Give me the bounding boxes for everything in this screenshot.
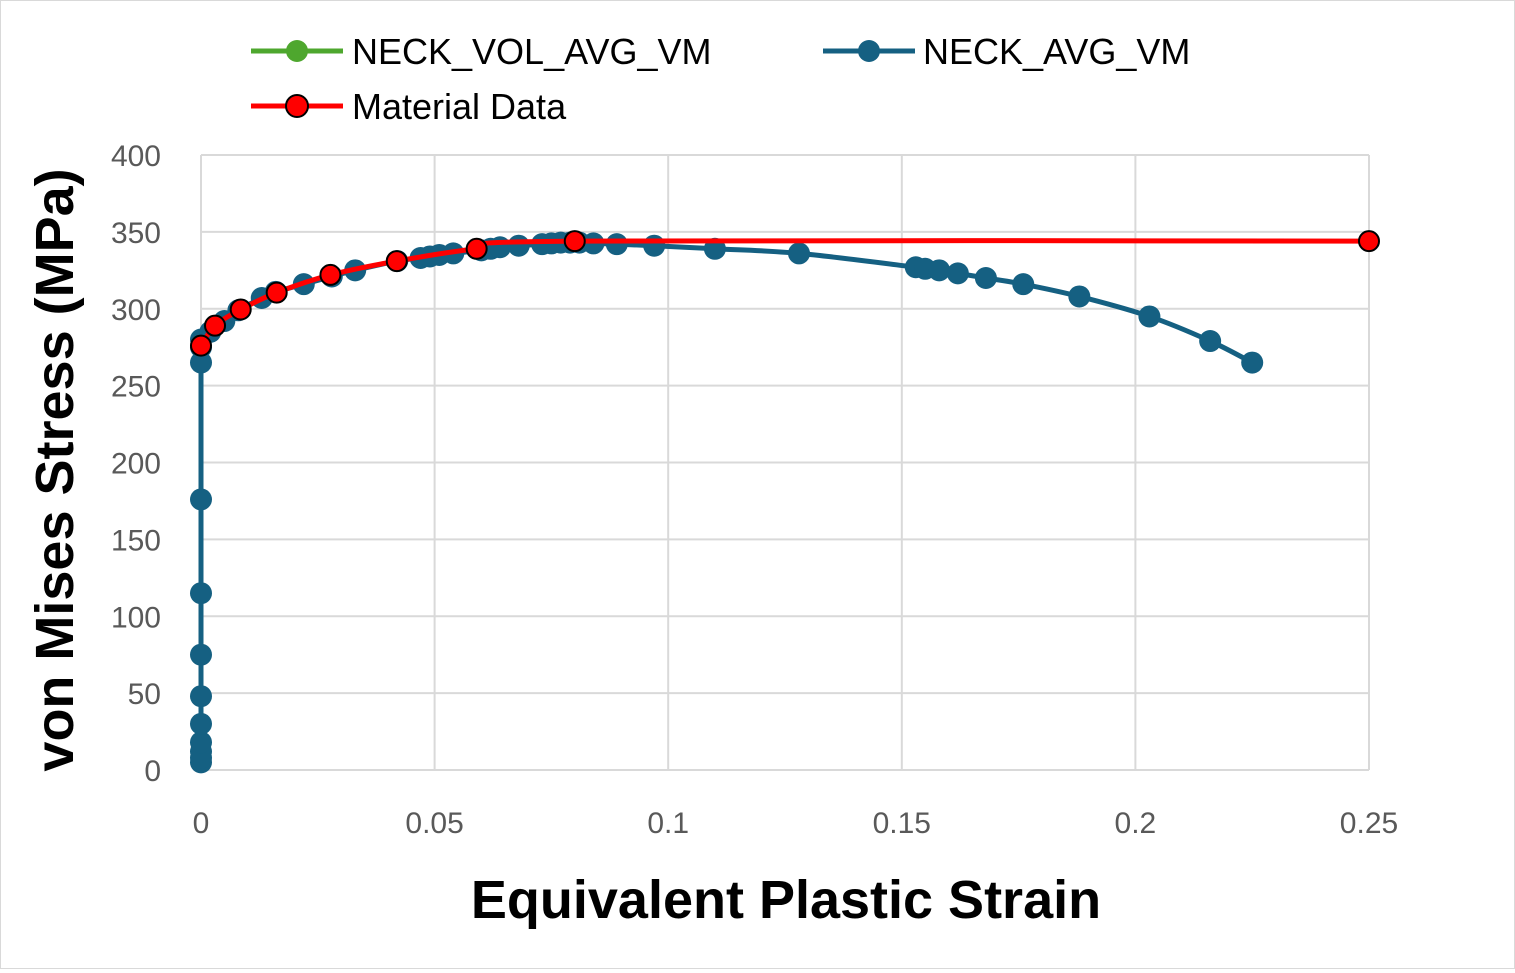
y-tick-label: 150 — [111, 524, 161, 557]
x-axis-title: Equivalent Plastic Strain — [471, 870, 1101, 930]
data-point-neck-avg-vm — [1199, 330, 1222, 353]
x-tick-label: 0.25 — [1340, 807, 1398, 840]
x-tick-label: 0.05 — [405, 807, 463, 840]
data-point-neck-avg-vm — [974, 267, 997, 289]
legend-swatch-marker-material-data — [285, 94, 309, 118]
y-tick-label: 200 — [111, 448, 161, 481]
y-tick-label: 0 — [144, 755, 161, 788]
data-point-neck-avg-vm — [190, 731, 212, 754]
data-point-material-data — [319, 263, 342, 286]
data-point-neck-avg-vm — [190, 351, 212, 374]
series-line-material-data — [198, 238, 1370, 348]
data-point-material-data — [229, 298, 252, 321]
grid-lines — [200, 154, 1370, 771]
data-point-neck-avg-vm — [605, 233, 628, 256]
data-point-neck-avg-vm — [643, 234, 666, 257]
legend-label-neck-vol-avg-vm: NECK_VOL_AVG_VM — [352, 31, 711, 72]
x-tick-label: 0.15 — [873, 807, 931, 840]
y-tick-label: 300 — [111, 294, 161, 327]
legend-swatch-marker-neck-avg-vm — [858, 40, 880, 62]
data-point-neck-avg-vm — [190, 712, 212, 735]
legend-label-neck-avg-vm: NECK_AVG_VM — [923, 31, 1190, 72]
y-tick-label: 100 — [111, 601, 161, 634]
legend-swatch-marker-neck-vol-avg-vm — [286, 40, 308, 62]
data-point-material-data — [465, 237, 488, 260]
series-line-neck-avg-vm — [197, 240, 1254, 763]
y-tick-label: 50 — [128, 678, 161, 711]
data-point-material-data — [204, 314, 227, 337]
data-point-material-data — [265, 281, 288, 304]
series-layer — [190, 230, 1380, 774]
data-point-material-data — [1358, 230, 1380, 253]
data-point-neck-avg-vm — [190, 643, 212, 666]
data-point-material-data — [190, 334, 212, 357]
y-tick-label: 250 — [111, 371, 161, 404]
y-tick-label: 400 — [111, 140, 161, 173]
data-point-neck-avg-vm — [1012, 273, 1035, 296]
y-tick-labels: 0 50 100 150 200 250 300 350 400 — [111, 140, 161, 788]
data-point-neck-avg-vm — [928, 259, 951, 282]
data-point-neck-avg-vm — [1241, 351, 1264, 374]
data-point-material-data — [563, 230, 586, 253]
data-point-neck-avg-vm — [507, 234, 530, 257]
series-neck-avg-vm — [190, 231, 1264, 774]
x-tick-labels: 0 0.05 0.1 0.15 0.2 0.25 — [193, 807, 1399, 840]
data-point-neck-avg-vm — [190, 488, 212, 511]
data-point-material-data — [385, 250, 408, 273]
series-material-data — [190, 230, 1380, 357]
data-point-neck-avg-vm — [1068, 285, 1091, 308]
y-axis-title: von Mises Stress (MPa) — [25, 168, 85, 771]
data-point-neck-avg-vm — [1138, 305, 1161, 328]
x-tick-label: 0.1 — [647, 807, 689, 840]
data-point-neck-avg-vm — [788, 242, 811, 265]
x-tick-label: 0 — [193, 807, 210, 840]
data-point-neck-avg-vm — [190, 582, 212, 605]
y-tick-label: 350 — [111, 217, 161, 250]
data-point-neck-avg-vm — [489, 236, 512, 259]
data-point-neck-avg-vm — [190, 685, 212, 708]
data-point-neck-avg-vm — [946, 262, 969, 285]
legend: NECK_VOL_AVG_VM NECK_AVG_VM Material Dat… — [251, 31, 1190, 127]
x-tick-label: 0.2 — [1115, 807, 1157, 840]
legend-label-material-data: Material Data — [352, 86, 567, 127]
